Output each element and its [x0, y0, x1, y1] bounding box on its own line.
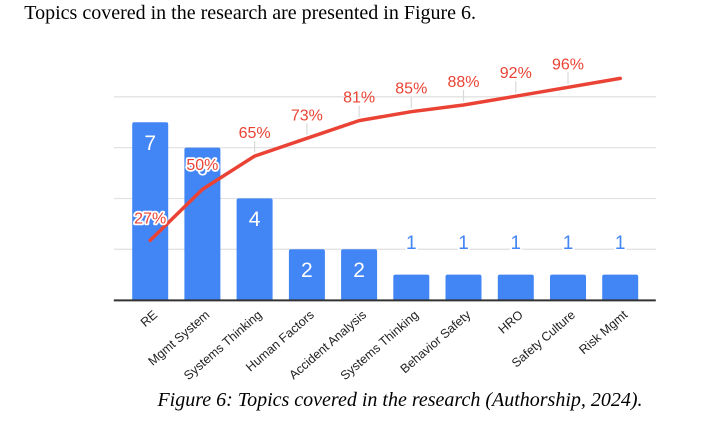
svg-text:85%: 85% [395, 81, 427, 98]
svg-text:50%: 50% [186, 157, 218, 174]
svg-text:7: 7 [144, 132, 156, 155]
svg-text:Figure 6: Topics covered in th: Figure 6: Topics covered in the research… [156, 389, 642, 411]
svg-text:1: 1 [615, 233, 626, 254]
svg-text:27%: 27% [134, 210, 166, 227]
svg-text:73%: 73% [291, 107, 323, 124]
svg-text:2: 2 [301, 259, 313, 282]
svg-text:1: 1 [511, 233, 522, 254]
svg-text:88%: 88% [447, 74, 479, 91]
svg-text:92%: 92% [500, 65, 532, 82]
svg-text:96%: 96% [552, 56, 584, 73]
svg-text:2: 2 [353, 259, 365, 282]
svg-text:6: 6 [197, 157, 209, 180]
svg-text:65%: 65% [239, 125, 271, 142]
svg-text:1: 1 [458, 233, 469, 254]
svg-text:81%: 81% [343, 90, 375, 107]
svg-text:Topics covered in the research: Topics covered in the research are prese… [24, 2, 476, 24]
svg-text:1: 1 [563, 233, 574, 254]
svg-text:1: 1 [406, 233, 417, 254]
svg-text:4: 4 [249, 208, 261, 231]
